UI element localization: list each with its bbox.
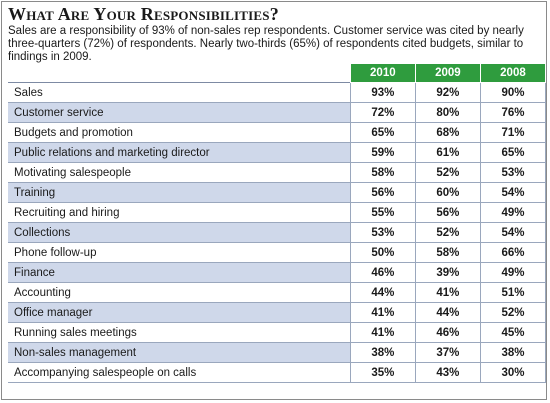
table-row: Sales 93% 92% 90%	[8, 82, 547, 103]
value-cell: 59%	[349, 142, 416, 163]
row-label: Public relations and marketing director	[8, 142, 351, 163]
table-row: Customer service 72% 80% 76%	[8, 102, 547, 123]
table-row: Non-sales management 38% 37% 38%	[8, 342, 547, 363]
page-title: What Are Your Responsibilities?	[8, 4, 279, 24]
table-row: Finance 46% 39% 49%	[8, 262, 547, 283]
value-cell: 49%	[479, 262, 547, 283]
value-cell: 35%	[349, 362, 416, 383]
value-cell: 71%	[479, 122, 547, 143]
row-label: Finance	[8, 262, 351, 283]
value-cell: 41%	[349, 302, 416, 323]
value-cell: 44%	[349, 282, 416, 303]
value-cell: 53%	[479, 162, 547, 183]
row-label: Training	[8, 182, 351, 203]
table-row: Accompanying salespeople on calls 35% 43% 3…	[8, 362, 547, 383]
value-cell: 58%	[414, 242, 481, 263]
value-cell: 65%	[349, 122, 416, 143]
row-label: Budgets and promotion	[8, 122, 351, 143]
table-row: Running sales meetings 41% 46% 45%	[8, 322, 547, 343]
value-cell: 56%	[414, 202, 481, 223]
value-cell: 76%	[479, 102, 547, 123]
row-label: Office manager	[8, 302, 351, 323]
row-label: Non-sales management	[8, 342, 351, 363]
table-body: Sales 93% 92% 90% Customer service 72% 80% 76% B…	[8, 82, 547, 383]
value-cell: 51%	[479, 282, 547, 303]
value-cell: 65%	[479, 142, 547, 163]
responsibilities-table: 2010 2009 2008 Sales 93% 92% 90% Customer se…	[8, 63, 547, 383]
value-cell: 90%	[479, 82, 547, 103]
value-cell: 41%	[414, 282, 481, 303]
value-cell: 30%	[479, 362, 547, 383]
value-cell: 54%	[479, 182, 547, 203]
value-cell: 80%	[414, 102, 481, 123]
value-cell: 60%	[414, 182, 481, 203]
row-label: Accompanying salespeople on calls	[8, 362, 351, 383]
value-cell: 55%	[349, 202, 416, 223]
value-cell: 92%	[414, 82, 481, 103]
column-header: 2009	[414, 63, 481, 83]
row-label: Phone follow-up	[8, 242, 351, 263]
value-cell: 58%	[349, 162, 416, 183]
row-label: Sales	[8, 82, 351, 103]
value-cell: 50%	[349, 242, 416, 263]
table-row: Collections 53% 52% 54%	[8, 222, 547, 243]
table-row: Budgets and promotion 65% 68% 71%	[8, 122, 547, 143]
column-header: 2010	[349, 63, 416, 83]
value-cell: 61%	[414, 142, 481, 163]
value-cell: 46%	[414, 322, 481, 343]
value-cell: 68%	[414, 122, 481, 143]
value-cell: 52%	[479, 302, 547, 323]
table-row: Phone follow-up 50% 58% 66%	[8, 242, 547, 263]
value-cell: 46%	[349, 262, 416, 283]
header-blank-cell	[8, 64, 350, 83]
value-cell: 43%	[414, 362, 481, 383]
value-cell: 45%	[479, 322, 547, 343]
value-cell: 39%	[414, 262, 481, 283]
row-label: Running sales meetings	[8, 322, 351, 343]
value-cell: 93%	[349, 82, 416, 103]
description: Sales are a responsibility of 93% of non…	[8, 25, 524, 63]
table-row: Office manager 41% 44% 52%	[8, 302, 547, 323]
value-cell: 56%	[349, 182, 416, 203]
table-row: Public relations and marketing director 5…	[8, 142, 547, 163]
value-cell: 38%	[479, 342, 547, 363]
value-cell: 38%	[349, 342, 416, 363]
table-row: Training 56% 60% 54%	[8, 182, 547, 203]
value-cell: 66%	[479, 242, 547, 263]
row-label: Accounting	[8, 282, 351, 303]
value-cell: 37%	[414, 342, 481, 363]
value-cell: 54%	[479, 222, 547, 243]
table-row: Motivating salespeople 58% 52% 53%	[8, 162, 547, 183]
value-cell: 49%	[479, 202, 547, 223]
value-cell: 53%	[349, 222, 416, 243]
header-row: 2010 2009 2008	[8, 63, 547, 83]
row-label: Collections	[8, 222, 351, 243]
table-row: Accounting 44% 41% 51%	[8, 282, 547, 303]
value-cell: 52%	[414, 162, 481, 183]
value-cell: 41%	[349, 322, 416, 343]
row-label: Recruiting and hiring	[8, 202, 351, 223]
value-cell: 52%	[414, 222, 481, 243]
row-label: Customer service	[8, 102, 351, 123]
value-cell: 72%	[349, 102, 416, 123]
column-header: 2008	[479, 63, 547, 83]
table-row: Recruiting and hiring 55% 56% 49%	[8, 202, 547, 223]
value-cell: 44%	[414, 302, 481, 323]
row-label: Motivating salespeople	[8, 162, 351, 183]
